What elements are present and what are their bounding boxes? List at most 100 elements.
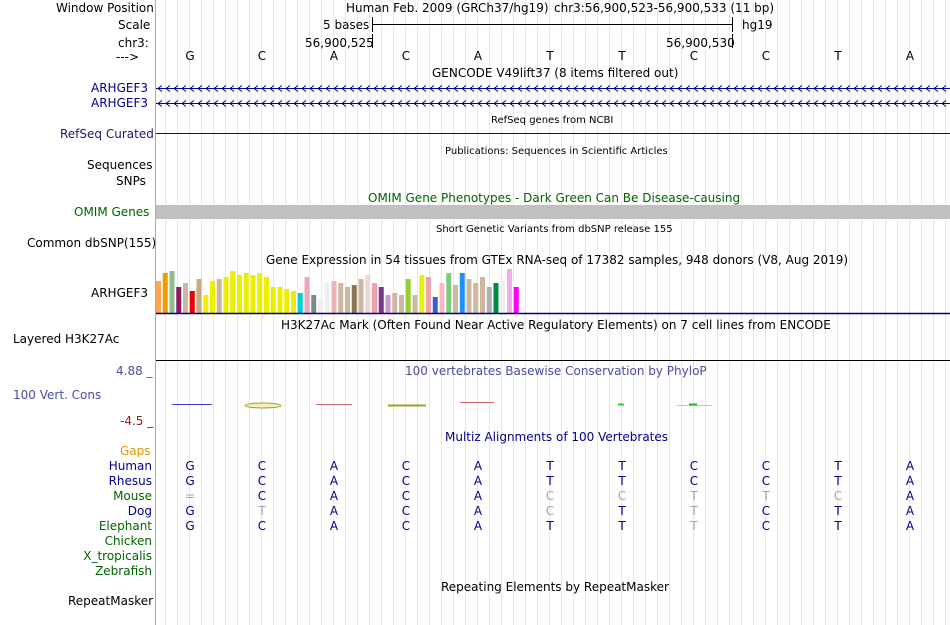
gtex-tissue-bar[interactable] (419, 275, 425, 313)
phylop-min-label: -4.5 _ (120, 414, 154, 428)
publications-label-sequences[interactable]: Sequences (87, 158, 153, 172)
gtex-tissue-bar[interactable] (196, 279, 202, 313)
dbsnp-track-title[interactable]: Short Genetic Variants from dbSNP releas… (436, 224, 673, 235)
aligned-base: C (257, 474, 267, 488)
phylop-track-title[interactable]: 100 vertebrates Basewise Conservation by… (405, 364, 707, 378)
gtex-tissue-bar[interactable] (331, 281, 337, 313)
gtex-tissue-bar[interactable] (446, 273, 452, 313)
gtex-tissue-bar[interactable] (250, 275, 256, 313)
gtex-tissue-bar[interactable] (500, 281, 506, 313)
multiz-gaps-label[interactable]: Gaps (120, 444, 151, 458)
gtex-tissue-bar[interactable] (162, 273, 168, 313)
gtex-tissue-bar[interactable] (291, 291, 296, 313)
gtex-tissue-bar[interactable] (156, 281, 161, 313)
gtex-track-label[interactable]: ARHGEF3 (91, 286, 148, 300)
phylop-track-label[interactable]: 100 Vert. Cons (13, 388, 102, 402)
gtex-track-title[interactable]: Gene Expression in 54 tissues from GTEx … (266, 253, 849, 267)
gtex-tissue-bar[interactable] (203, 295, 209, 313)
refseq-track-title[interactable]: RefSeq genes from NCBI (491, 115, 614, 126)
strand-chevron (221, 85, 227, 92)
h3k27ac-track-label[interactable]: Layered H3K27Ac (13, 332, 120, 346)
aligned-base: A (329, 474, 339, 488)
dbsnp-track-label[interactable]: Common dbSNP(155) (27, 236, 157, 250)
strand-chevron (349, 100, 355, 107)
gencode-item-label-2[interactable]: ARHGEF3 (91, 96, 148, 110)
gtex-tissue-bar[interactable] (372, 283, 377, 313)
multiz-track-title[interactable]: Multiz Alignments of 100 Vertebrates (445, 430, 669, 444)
gtex-tissue-bar[interactable] (493, 283, 499, 313)
strand-chevron (285, 100, 291, 107)
phylop-signal[interactable] (156, 396, 950, 416)
gtex-tissue-bar[interactable] (270, 287, 276, 313)
gtex-tissue-bar[interactable] (473, 283, 479, 313)
gtex-tissue-bar[interactable] (223, 277, 229, 313)
gtex-tissue-bar[interactable] (189, 291, 195, 313)
gtex-tissue-bar[interactable] (304, 277, 310, 313)
refseq-track-label[interactable]: RefSeq Curated (60, 127, 154, 141)
gtex-tissue-bar[interactable] (351, 285, 357, 313)
gtex-tissue-bar[interactable] (466, 279, 472, 313)
gtex-tissue-bar[interactable] (176, 287, 182, 313)
gencode-transcripts[interactable] (156, 82, 950, 110)
gtex-tissue-bar[interactable] (513, 287, 519, 313)
gtex-tissue-bar[interactable] (264, 277, 269, 313)
gtex-tissue-bar[interactable] (345, 287, 350, 313)
gtex-tissue-bar[interactable] (216, 279, 222, 313)
gtex-tissue-bar[interactable] (432, 297, 438, 313)
omim-track-label[interactable]: OMIM Genes (74, 205, 150, 219)
gtex-expression-chart[interactable] (156, 268, 950, 316)
gtex-tissue-bar[interactable] (453, 285, 458, 313)
gtex-tissue-bar[interactable] (230, 271, 236, 313)
gtex-tissue-bar[interactable] (311, 295, 317, 313)
gtex-tissue-bar[interactable] (480, 277, 485, 313)
publications-track-title[interactable]: Publications: Sequences in Scientific Ar… (445, 146, 668, 157)
gtex-tissue-bar[interactable] (324, 283, 330, 313)
gtex-tissue-bar[interactable] (405, 279, 411, 313)
species-label[interactable]: X_tropicalis (83, 549, 152, 563)
gtex-tissue-bar[interactable] (378, 287, 384, 313)
species-label[interactable]: Human (108, 459, 152, 473)
strand-chevron (269, 85, 275, 92)
species-label[interactable]: Elephant (98, 519, 152, 533)
aligned-base: C (401, 519, 411, 533)
species-label[interactable]: Zebrafish (95, 564, 152, 578)
gtex-tissue-bar[interactable] (459, 273, 465, 313)
repeatmasker-track-label[interactable]: RepeatMasker (68, 594, 154, 608)
publications-label-snps[interactable]: SNPs (116, 174, 146, 188)
gtex-tissue-bar[interactable] (210, 281, 215, 313)
species-label[interactable]: Dog (127, 504, 152, 518)
strand-chevron (733, 85, 739, 92)
gtex-tissue-bar[interactable] (426, 277, 431, 313)
omim-track-title[interactable]: OMIM Gene Phenotypes - Dark Green Can Be… (368, 191, 741, 205)
gtex-tissue-bar[interactable] (257, 273, 263, 313)
gtex-tissue-bar[interactable] (183, 283, 188, 313)
aligned-base: C (617, 489, 627, 503)
species-label[interactable]: Rhesus (108, 474, 152, 488)
gtex-tissue-bar[interactable] (385, 295, 391, 313)
omim-phenotype-bar[interactable] (156, 205, 950, 219)
gtex-tissue-bar[interactable] (338, 283, 344, 313)
gtex-tissue-bar[interactable] (365, 275, 371, 313)
gtex-tissue-bar[interactable] (297, 293, 303, 313)
gtex-tissue-bar[interactable] (243, 273, 249, 313)
gtex-tissue-bar[interactable] (237, 275, 242, 313)
repeatmasker-track-title[interactable]: Repeating Elements by RepeatMasker (441, 580, 669, 594)
species-label[interactable]: Chicken (104, 534, 152, 548)
gtex-tissue-bar[interactable] (392, 293, 398, 313)
gtex-tissue-bar[interactable] (439, 283, 445, 313)
gencode-track-title[interactable]: GENCODE V49lift37 (8 items filtered out) (432, 66, 679, 80)
gencode-item-label-1[interactable]: ARHGEF3 (91, 81, 148, 95)
gtex-tissue-bar[interactable] (318, 299, 323, 313)
aligned-base: A (905, 474, 915, 488)
gtex-tissue-bar[interactable] (284, 289, 290, 313)
gtex-tissue-bar[interactable] (169, 271, 175, 313)
h3k27ac-track-title[interactable]: H3K27Ac Mark (Often Found Near Active Re… (281, 318, 831, 332)
gtex-tissue-bar[interactable] (399, 295, 404, 313)
refseq-gene-line[interactable] (156, 133, 950, 134)
gtex-tissue-bar[interactable] (358, 279, 364, 313)
gtex-tissue-bar[interactable] (277, 287, 283, 313)
gtex-tissue-bar[interactable] (507, 269, 512, 313)
species-label[interactable]: Mouse (113, 489, 152, 503)
gtex-tissue-bar[interactable] (486, 287, 492, 313)
gtex-tissue-bar[interactable] (412, 295, 418, 313)
